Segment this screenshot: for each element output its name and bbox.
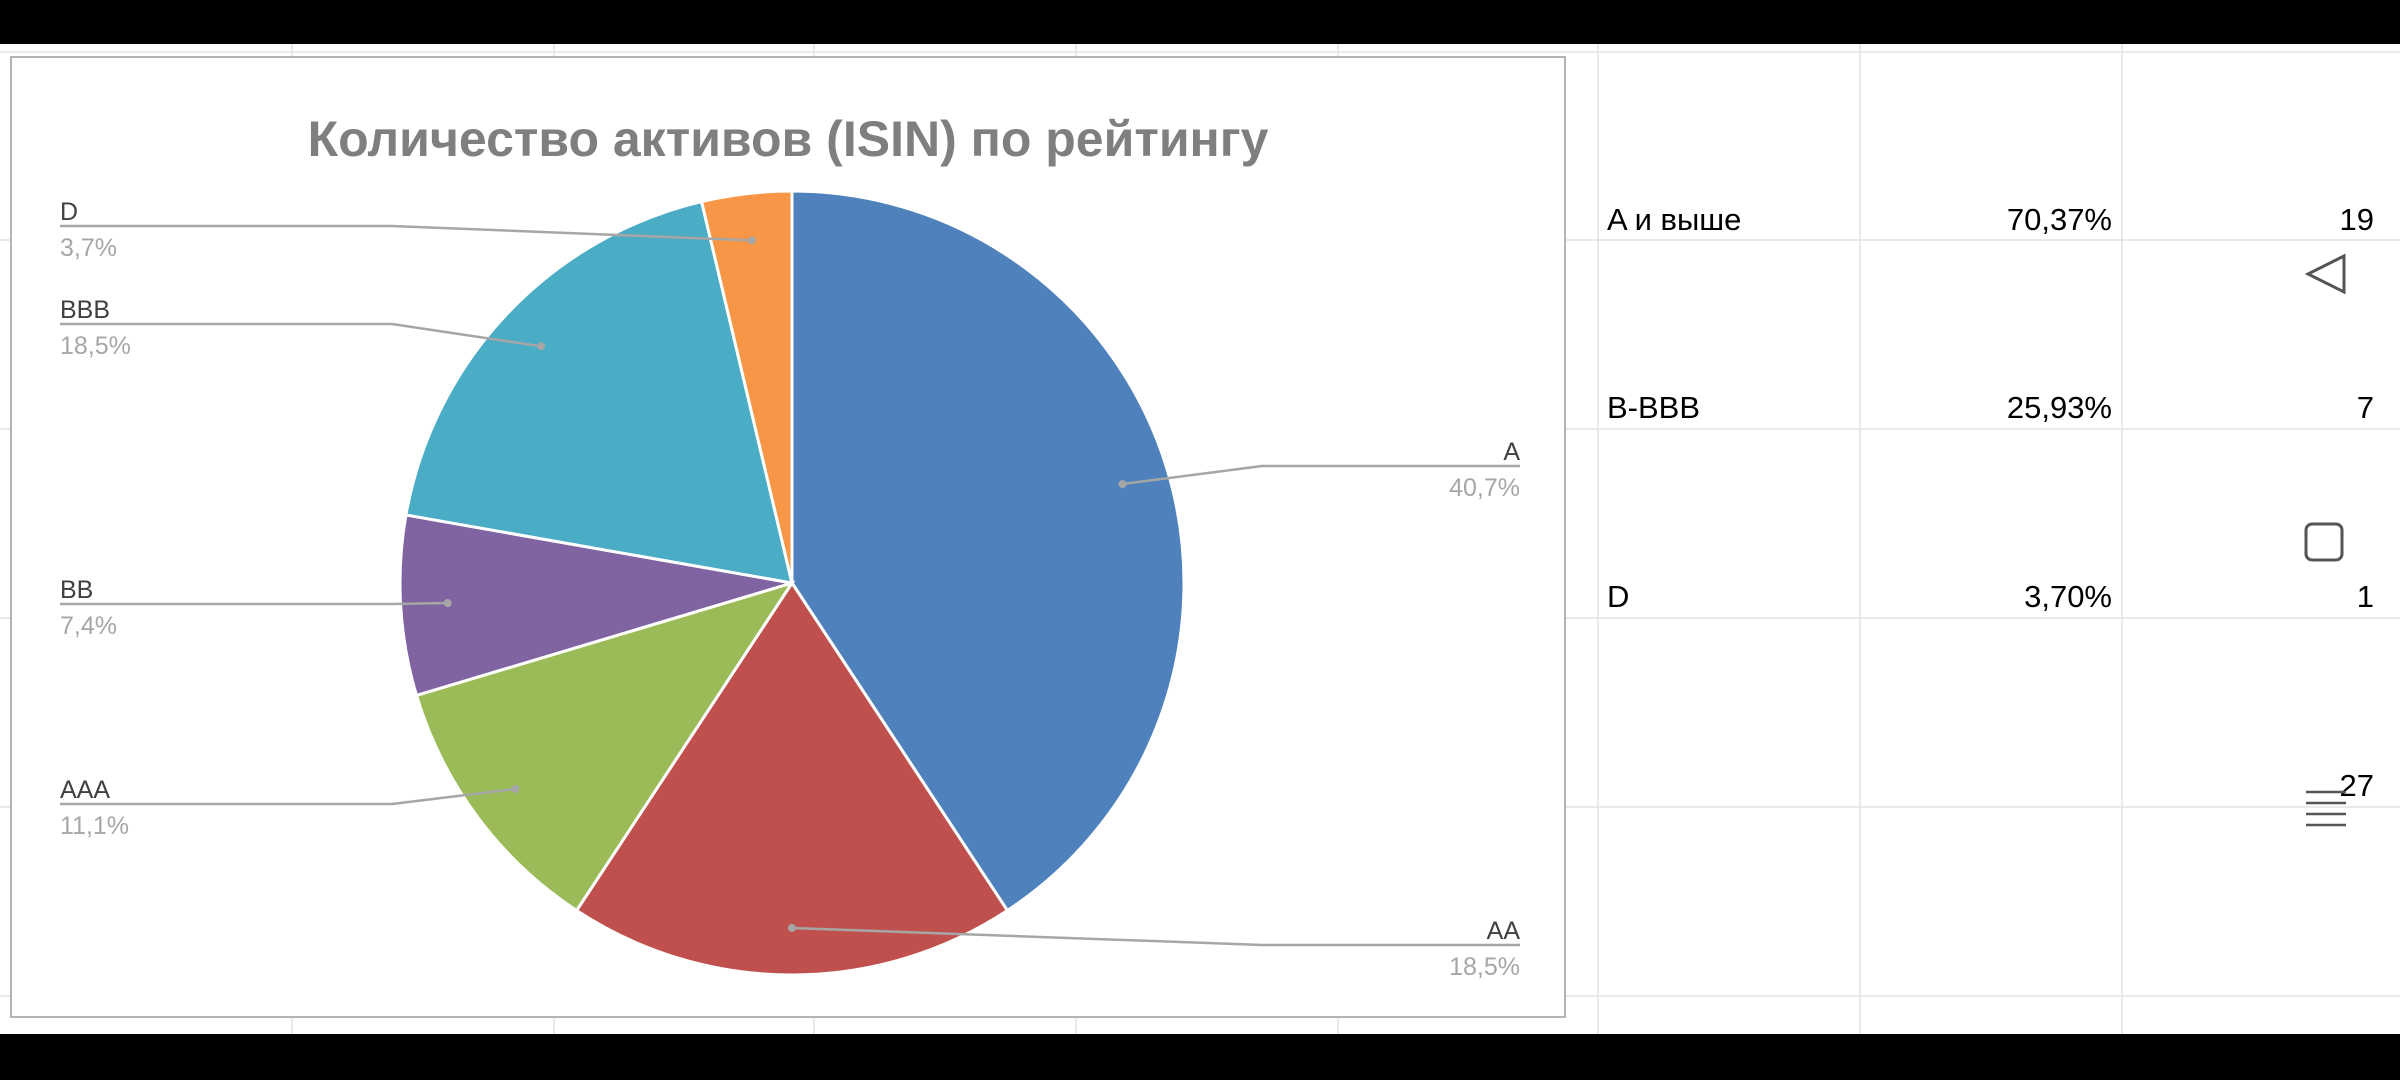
table-row-3-percent[interactable]: 3,70% — [2024, 579, 2112, 614]
pie-slice-aa[interactable] — [574, 580, 1010, 977]
pie-slice-d[interactable] — [699, 189, 794, 584]
pie-slice-bbb[interactable] — [404, 199, 794, 585]
data-label-percent-d: 3,7% — [60, 234, 117, 262]
data-label-percent-aaa: 11,1% — [60, 812, 129, 840]
pie-slice-bb[interactable] — [398, 513, 793, 698]
table-row-3-count[interactable]: 1 — [2356, 579, 2374, 614]
table-row-2-count[interactable]: 7 — [2356, 390, 2374, 425]
leader-line-d — [60, 224, 753, 242]
table-row-1-label[interactable]: A и выше — [1607, 202, 1742, 237]
data-label-percent-bbb: 18,5% — [60, 332, 131, 360]
data-label-percent-aa: 18,5% — [1449, 953, 1520, 981]
table-row-1-percent[interactable]: 70,37% — [2006, 202, 2112, 237]
table-total-count[interactable]: 27 — [2339, 768, 2374, 803]
leader-line-bb — [60, 601, 448, 606]
leader-dot-a — [1118, 480, 1127, 489]
leader-line-aaa — [60, 787, 516, 806]
table-row-3-label[interactable]: D — [1607, 579, 1630, 614]
leader-line-aa — [791, 926, 1520, 947]
pie-slice-aaa[interactable] — [414, 580, 796, 913]
data-label-percent-a: 40,7% — [1449, 474, 1520, 502]
data-label-percent-bb: 7,4% — [60, 612, 117, 640]
leader-dot-d — [747, 236, 756, 245]
leader-line-bbb — [60, 322, 542, 348]
chart-container[interactable]: Количество активов (ISIN) по рейтингу A 4… — [10, 56, 1566, 1018]
data-label-category-bbb: BBB — [60, 296, 110, 324]
table-row-2-percent[interactable]: 25,93% — [2006, 390, 2112, 425]
data-label-category-aa: AA — [1487, 917, 1521, 945]
spreadsheet-area: Количество активов (ISIN) по рейтингу A 4… — [0, 44, 2400, 1034]
leader-dot-aa — [788, 923, 796, 932]
pie-chart: A 40,7% AA 18,5% AAA 11,1% BB 7,4% BBB 18,5% D 3,7% — [60, 189, 1521, 981]
data-label-category-d: D — [60, 198, 78, 226]
table-row-2-label[interactable]: B-BBB — [1607, 390, 1701, 425]
leader-dot-bb — [443, 599, 452, 608]
leader-dot-bbb — [537, 342, 546, 351]
leader-dot-aaa — [511, 784, 520, 793]
data-label-category-aaa: AAA — [60, 776, 110, 804]
data-label-category-a: A — [1503, 438, 1520, 466]
data-label-category-bb: BB — [60, 576, 93, 604]
chart-title: Количество активов (ISIN) по рейтингу — [307, 111, 1269, 167]
table-row-1-count[interactable]: 19 — [2339, 202, 2374, 237]
leader-line-a — [1122, 464, 1520, 486]
